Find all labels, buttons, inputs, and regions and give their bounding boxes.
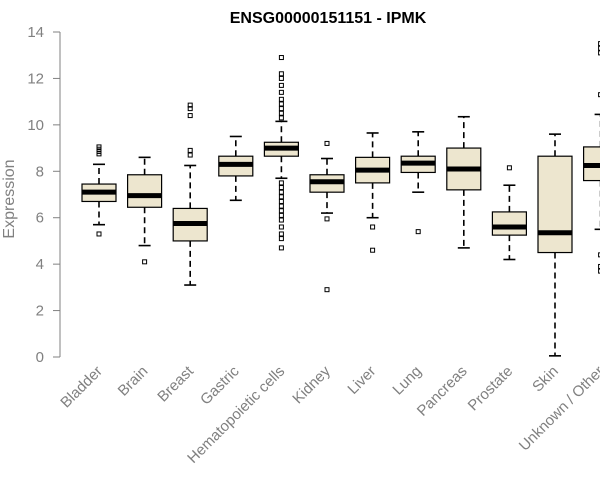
y-tick-label: 10 — [27, 117, 44, 134]
box-iqr — [537, 155, 573, 254]
x-category-label: Prostate — [465, 363, 517, 415]
outlier-point — [278, 236, 284, 242]
box-group — [355, 132, 391, 253]
outlier-point — [278, 96, 284, 102]
x-category-label: Bladder — [57, 363, 106, 412]
outlier-point — [324, 287, 330, 293]
outlier-point — [187, 152, 193, 158]
outlier-point — [278, 55, 284, 61]
outlier-point — [598, 252, 600, 258]
outlier-point — [187, 147, 193, 153]
outlier-point — [96, 231, 102, 237]
outlier-point — [278, 212, 284, 218]
outlier-point — [598, 50, 600, 56]
outlier-point — [598, 268, 600, 274]
box-group — [491, 165, 527, 261]
outlier-point — [415, 229, 421, 235]
outlier-point — [324, 216, 330, 222]
outlier-point — [278, 89, 284, 95]
y-tick-label: 2 — [36, 303, 44, 320]
outlier-point — [278, 75, 284, 81]
y-tick-label: 0 — [36, 349, 44, 366]
outlier-point — [370, 247, 376, 253]
outlier-point — [187, 102, 193, 108]
outlier-point — [506, 165, 512, 171]
box-group — [81, 144, 117, 237]
outlier-point — [278, 198, 284, 204]
x-category-label: Breast — [154, 362, 197, 405]
outlier-point — [278, 208, 284, 214]
box-group — [172, 102, 208, 286]
outlier-point — [324, 140, 330, 146]
outlier-point — [598, 92, 600, 98]
box-group — [309, 140, 345, 293]
y-tick-label: 4 — [36, 256, 44, 273]
outlier-point — [96, 144, 102, 150]
y-tick-label: 12 — [27, 70, 44, 87]
outlier-point — [278, 115, 284, 121]
box-group — [218, 135, 254, 202]
x-category-label: Liver — [344, 363, 379, 398]
outlier-point — [278, 245, 284, 251]
outlier-point — [370, 224, 376, 230]
y-tick-label: 8 — [36, 163, 44, 180]
outlier-point — [278, 106, 284, 112]
chart-title: ENSG00000151151 - IPMK — [230, 10, 427, 27]
y-axis: 0 2 4 6 8 10 12 14 — [27, 24, 61, 366]
y-tick-label: 6 — [36, 210, 44, 227]
y-tick-label: 14 — [27, 24, 44, 41]
outlier-point — [278, 203, 284, 209]
box-group — [446, 115, 482, 249]
outlier-point — [187, 113, 193, 119]
outlier-point — [598, 41, 600, 47]
x-category-label: Brain — [115, 363, 152, 400]
x-category-label: Skin — [529, 363, 562, 396]
x-category-label: Lung — [389, 363, 425, 399]
outlier-point — [187, 106, 193, 112]
outlier-point — [278, 231, 284, 237]
outlier-point — [598, 263, 600, 269]
outlier-point — [278, 82, 284, 88]
outlier-point — [278, 101, 284, 107]
outlier-point — [278, 110, 284, 116]
box-iqr — [126, 174, 163, 208]
box-iqr — [491, 211, 527, 236]
x-category-label: Kidney — [289, 362, 334, 407]
box-group — [400, 131, 436, 235]
y-axis-label: Expression — [1, 159, 18, 238]
outlier-point — [278, 194, 284, 200]
outlier-point — [142, 259, 148, 265]
box-group — [537, 133, 573, 357]
boxes — [81, 41, 600, 357]
x-category-label: Gastric — [197, 362, 243, 408]
outlier-point — [278, 71, 284, 77]
x-category-label: Pancreas — [414, 363, 471, 420]
outlier-point — [278, 180, 284, 186]
outlier-point — [278, 217, 284, 223]
outlier-point — [278, 189, 284, 195]
box-group — [263, 55, 299, 251]
box-group — [126, 156, 163, 265]
outlier-point — [598, 45, 600, 51]
outlier-point — [278, 185, 284, 191]
outlier-point — [278, 224, 284, 230]
box-group — [582, 41, 600, 274]
